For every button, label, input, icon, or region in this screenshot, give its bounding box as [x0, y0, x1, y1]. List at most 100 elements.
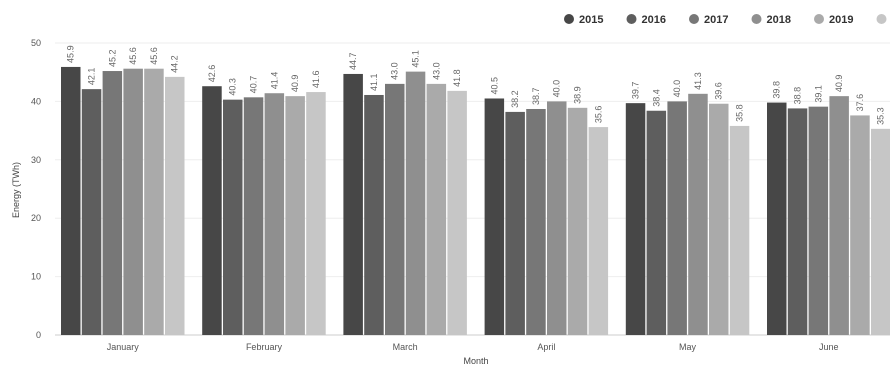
y-axis-title: Energy (TWh) — [11, 162, 21, 218]
y-axis-ticks: 0 10 20 30 40 50 — [31, 38, 41, 340]
x-axis-title: Month — [463, 356, 488, 365]
bars — [61, 66, 890, 336]
gridlines — [55, 42, 890, 336]
bar-february-2016 — [223, 99, 243, 335]
bar-february-2018 — [264, 93, 285, 335]
bar-february-2020 — [306, 92, 326, 335]
x-tick-label: February — [246, 342, 283, 352]
value-label: 45.6 — [128, 47, 138, 65]
value-label: 39.6 — [714, 82, 724, 100]
value-label: 45.6 — [149, 47, 159, 65]
y-tick-label: 50 — [31, 38, 41, 48]
value-label: 37.6 — [855, 94, 865, 112]
legend-label: 2019 — [829, 14, 853, 26]
value-label: 43.0 — [390, 62, 400, 80]
value-label: 40.5 — [489, 77, 499, 95]
bar-january-2016 — [81, 89, 102, 335]
bar-may-2018 — [688, 93, 708, 335]
bar-march-2016 — [364, 94, 384, 335]
bar-march-2020 — [447, 90, 467, 335]
bar-january-2019 — [144, 68, 164, 336]
x-axis-ticks: January February March April May June — [107, 342, 839, 352]
bar-january-2018 — [123, 68, 143, 336]
x-tick-label: June — [819, 342, 839, 352]
bar-june-2020 — [871, 128, 890, 335]
bar-may-2016 — [646, 110, 667, 335]
legend-marker — [689, 14, 699, 24]
value-label: 44.2 — [170, 55, 180, 73]
value-label: 44.7 — [348, 52, 358, 70]
bar-may-2017 — [667, 101, 687, 336]
legend-marker — [876, 14, 887, 24]
legend-marker — [751, 14, 762, 24]
value-label: 41.4 — [269, 72, 279, 90]
bar-january-2015 — [61, 66, 81, 335]
legend-item-2017[interactable]: 2017 — [689, 14, 728, 26]
bar-june-2015 — [767, 102, 787, 336]
bar-april-2018 — [547, 101, 567, 336]
value-label: 45.9 — [66, 45, 76, 63]
x-tick-label: May — [679, 342, 697, 352]
value-label: 40.3 — [228, 78, 238, 96]
bar-april-2020 — [588, 127, 609, 335]
bar-june-2017 — [808, 106, 829, 335]
bar-march-2018 — [405, 71, 426, 335]
bar-june-2016 — [787, 108, 808, 336]
y-tick-label: 40 — [31, 96, 41, 106]
legend-item-2020[interactable]: 2020 — [876, 14, 890, 26]
legend-marker — [564, 14, 574, 24]
legend-marker — [814, 14, 824, 24]
x-tick-label: March — [393, 342, 418, 352]
legend-label: 2017 — [704, 14, 728, 26]
value-label: 38.2 — [510, 90, 520, 108]
y-tick-label: 30 — [31, 155, 41, 165]
legend-item-2018[interactable]: 2018 — [751, 14, 791, 26]
legend-item-2015[interactable]: 2015 — [564, 14, 603, 26]
bar-march-2019 — [426, 83, 447, 335]
value-labels: 45.9 42.1 45.2 45.6 45.6 44.2 42.6 40.3 40.7 41.4… — [66, 45, 886, 124]
y-tick-label: 10 — [31, 272, 41, 282]
value-label: 38.7 — [531, 87, 541, 105]
bar-february-2019 — [285, 96, 305, 335]
value-label: 40.9 — [290, 75, 300, 93]
value-label: 40.9 — [834, 75, 844, 93]
value-label: 41.6 — [311, 71, 321, 89]
bar-april-2015 — [484, 98, 505, 335]
value-label: 40.0 — [672, 80, 682, 98]
value-label: 40.7 — [249, 76, 259, 94]
bar-march-2015 — [343, 73, 363, 336]
value-label: 39.7 — [631, 82, 641, 100]
value-label: 38.4 — [651, 89, 661, 107]
value-label: 41.3 — [693, 72, 703, 90]
value-label: 42.6 — [207, 65, 217, 83]
bar-march-2017 — [385, 83, 405, 335]
legend-marker — [626, 14, 637, 24]
bar-april-2016 — [505, 111, 525, 335]
bar-january-2017 — [102, 71, 123, 336]
legend-item-2019[interactable]: 2019 — [814, 14, 853, 26]
x-tick-label: January — [107, 342, 140, 352]
x-tick-label: April — [537, 342, 555, 352]
legend-item-2016[interactable]: 2016 — [626, 14, 666, 26]
y-tick-label: 0 — [36, 330, 41, 340]
bar-may-2019 — [709, 103, 729, 336]
bar-june-2018 — [829, 96, 849, 335]
value-label: 39.1 — [813, 85, 823, 103]
legend: 2015 2016 2017 2018 2019 2020 — [564, 14, 890, 26]
value-label: 35.8 — [735, 104, 745, 122]
bar-february-2015 — [202, 86, 222, 335]
value-label: 43.0 — [431, 62, 441, 80]
value-label: 41.1 — [369, 73, 379, 91]
bar-may-2015 — [625, 103, 646, 335]
value-label: 38.9 — [573, 86, 583, 104]
value-label: 39.8 — [772, 81, 782, 99]
legend-label: 2015 — [579, 14, 603, 26]
value-label: 41.8 — [452, 69, 462, 87]
value-label: 35.3 — [876, 107, 886, 125]
bar-february-2017 — [243, 97, 264, 335]
value-label: 35.6 — [593, 106, 603, 124]
bar-june-2019 — [850, 115, 870, 335]
value-label: 45.1 — [411, 50, 421, 68]
legend-label: 2018 — [767, 14, 791, 26]
